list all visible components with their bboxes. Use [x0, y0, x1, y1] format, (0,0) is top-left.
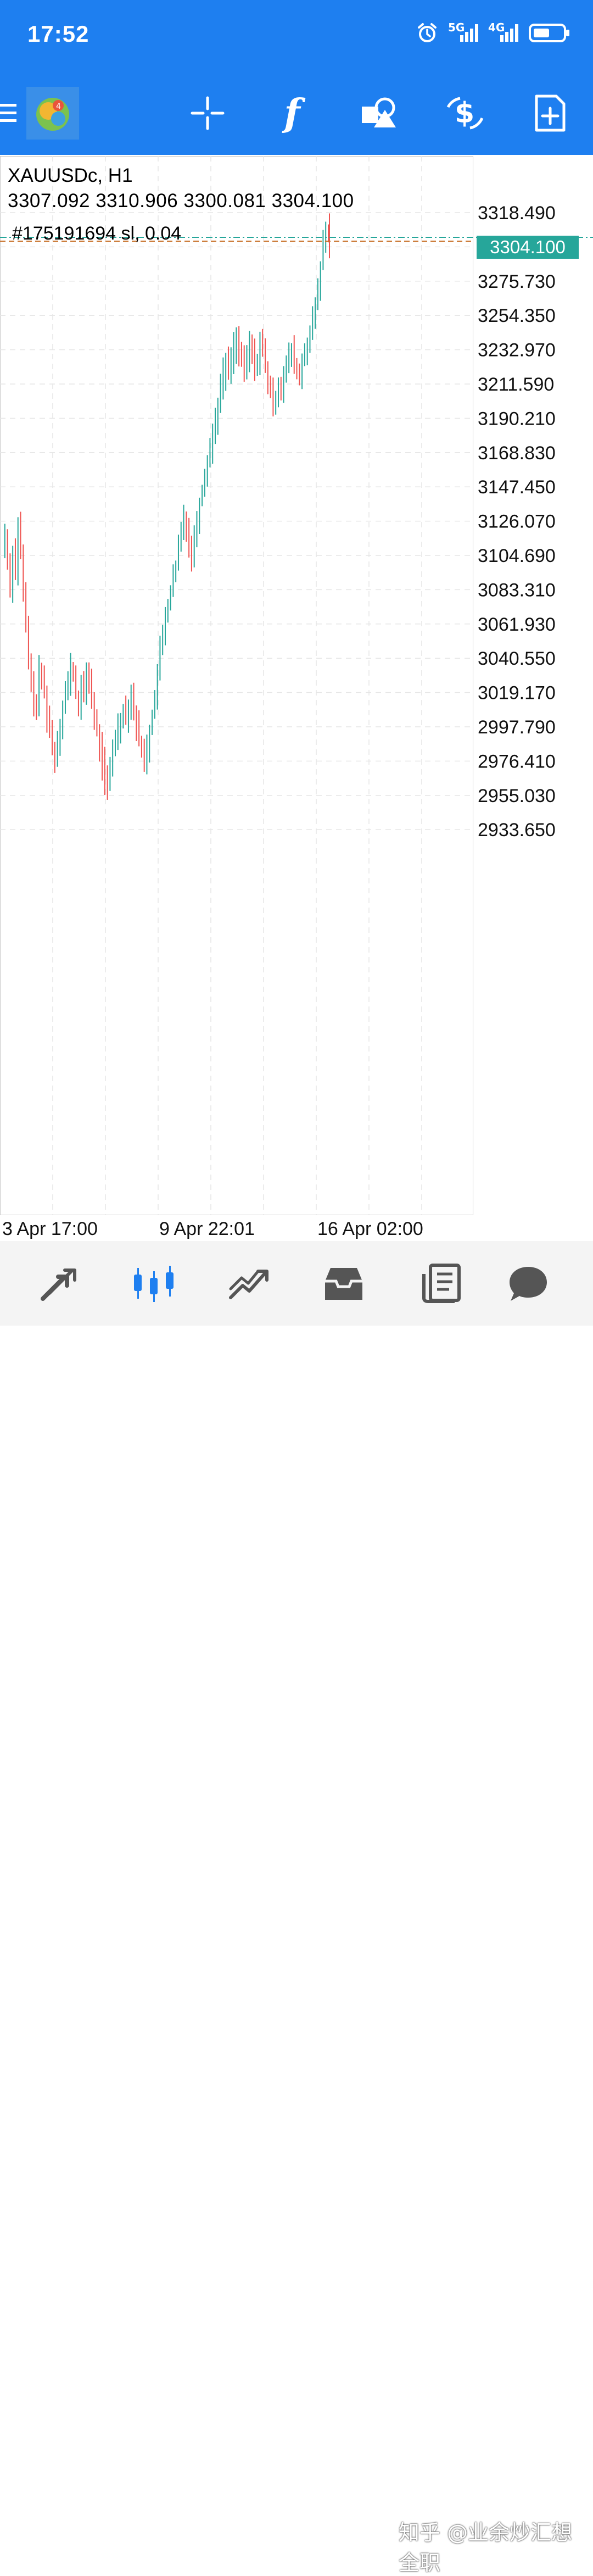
x-tick-label: 3 Apr 17:00 — [2, 1219, 98, 1239]
chart-ohlc-values: 3307.092 3310.906 3300.081 3304.100 — [8, 190, 354, 212]
status-icons: 5G 4G — [416, 21, 571, 44]
chart-icon[interactable] — [126, 1242, 181, 1326]
menu-icon[interactable] — [0, 71, 18, 155]
app-logo-icon[interactable]: 4 — [26, 71, 79, 155]
y-tick-label: 2997.790 — [478, 717, 556, 738]
x-tick-label: 9 Apr 22:01 — [159, 1219, 255, 1239]
4g-signal-icon: 4G — [488, 21, 518, 42]
svg-text:$: $ — [455, 97, 474, 130]
y-tick-label: 3254.350 — [478, 305, 556, 326]
y-tick-label: 3168.830 — [478, 443, 556, 464]
chart-symbol-title: XAUUSDc, H1 — [8, 165, 133, 186]
y-tick-label: 3147.450 — [478, 477, 556, 498]
5g-signal-icon: 5G — [448, 21, 478, 42]
y-tick-label: 3040.550 — [478, 648, 556, 669]
battery-icon — [529, 24, 569, 42]
y-tick-label: 3019.170 — [478, 683, 556, 704]
y-tick-label: 3211.590 — [478, 374, 554, 395]
indicators-icon[interactable]: f — [270, 71, 314, 155]
history-icon[interactable] — [316, 1242, 371, 1326]
y-tick-label: 3104.690 — [478, 546, 556, 566]
y-tick-label: 3083.310 — [478, 580, 556, 600]
svg-text:4: 4 — [56, 102, 61, 111]
y-tick-label: 3232.970 — [478, 340, 556, 361]
alarm-icon — [418, 23, 437, 42]
status-bar: 17:52 5G 4G — [0, 0, 593, 71]
bottom-nav: 知乎 @业余炒汇想全职 — [0, 1242, 593, 2575]
y-tick-label: 3061.930 — [478, 614, 556, 635]
4g-label: 4G — [488, 21, 505, 34]
top-toolbar: 4 f $ — [0, 71, 593, 155]
y-tick-label: 2976.410 — [478, 751, 556, 772]
trade-icon[interactable]: $ — [443, 71, 486, 155]
y-tick-label: 3190.210 — [478, 408, 556, 429]
crosshair-icon[interactable] — [186, 71, 230, 155]
y-tick-label: 2933.650 — [478, 820, 556, 841]
indicators-glyph: f — [284, 91, 300, 135]
chart-frame — [0, 156, 473, 1215]
news-icon[interactable] — [415, 1242, 470, 1326]
new-order-icon[interactable] — [528, 71, 572, 155]
chart-area[interactable]: 3318.4903297.1103275.7303254.3503232.970… — [0, 155, 593, 1242]
current-price-tag: 3304.100 — [477, 236, 579, 259]
price-chart[interactable]: 3318.4903297.1103275.7303254.3503232.970… — [0, 155, 593, 1242]
status-time: 17:52 — [27, 21, 89, 47]
watermark: 知乎 @业余炒汇想全职 — [399, 2521, 573, 2575]
order-label: #175191694 sl, 0.04 — [12, 223, 182, 244]
x-tick-label: 16 Apr 02:00 — [317, 1219, 423, 1239]
y-tick-label: 2955.030 — [478, 786, 556, 806]
messages-icon[interactable] — [501, 1242, 556, 1326]
y-tick-label: 3318.490 — [478, 203, 556, 224]
y-tick-label: 3275.730 — [478, 271, 556, 292]
y-tick-label: 3126.070 — [478, 511, 556, 532]
objects-icon[interactable] — [357, 71, 401, 155]
trade-icon-nav[interactable] — [222, 1242, 277, 1326]
quotes-icon[interactable] — [33, 1242, 88, 1326]
5g-label: 5G — [448, 21, 465, 34]
